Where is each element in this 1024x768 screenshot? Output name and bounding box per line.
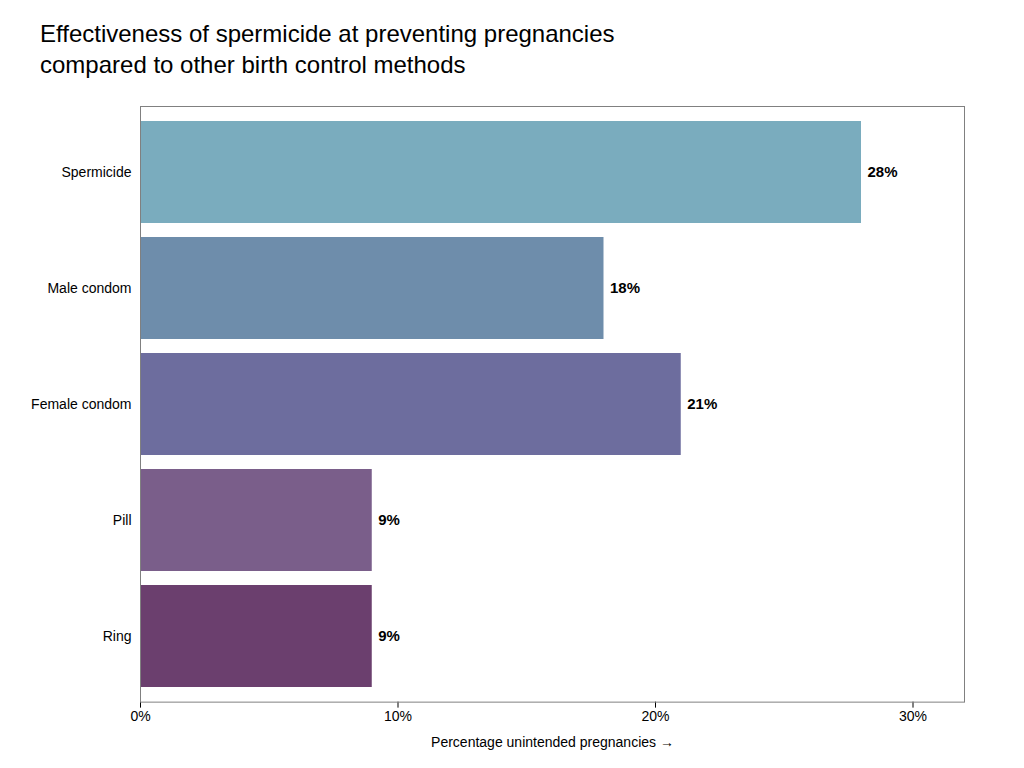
svg-text:Ring: Ring: [103, 628, 132, 644]
svg-text:Spermicide: Spermicide: [61, 164, 131, 180]
svg-text:Female condom: Female condom: [31, 396, 131, 412]
svg-text:10%: 10%: [384, 708, 412, 724]
svg-text:9%: 9%: [378, 628, 400, 645]
svg-text:18%: 18%: [610, 280, 640, 297]
svg-text:0%: 0%: [130, 708, 150, 724]
svg-text:21%: 21%: [687, 396, 717, 413]
html-text:Effectiveness of spermicide at: Effectiveness of spermicide at preventin…: [40, 20, 615, 79]
svg-text:Pill: Pill: [113, 512, 132, 528]
svg-text:28%: 28%: [868, 164, 898, 181]
svg-text:30%: 30%: [899, 708, 927, 724]
svg-text:Male condom: Male condom: [47, 280, 131, 296]
svg-text:20%: 20%: [641, 708, 669, 724]
svg-text:Percentage unintended pregnanc: Percentage unintended pregnancies →: [431, 735, 674, 751]
svg-text:9%: 9%: [378, 512, 400, 529]
